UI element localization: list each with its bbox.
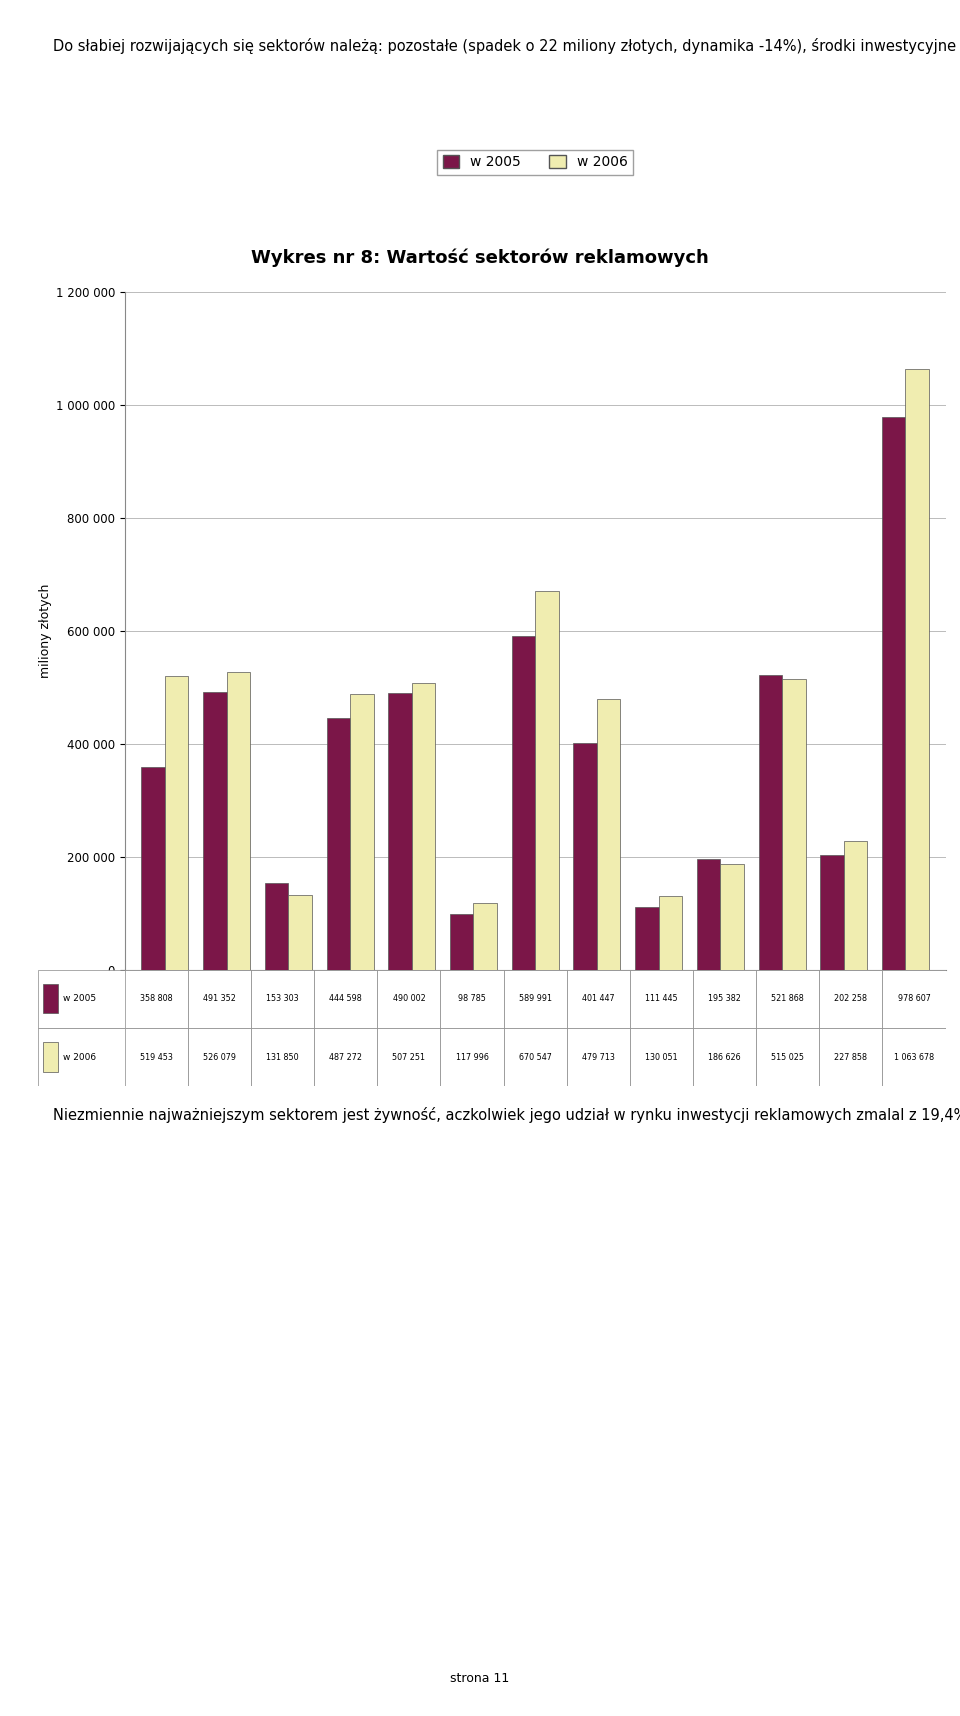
Text: Wykres nr 8: Wartość sektorów reklamowych: Wykres nr 8: Wartość sektorów reklamowyc… xyxy=(252,249,708,266)
Bar xyxy=(882,970,946,1028)
Bar xyxy=(758,674,782,970)
Bar xyxy=(782,678,805,970)
Text: 487 272: 487 272 xyxy=(329,1052,362,1062)
Bar xyxy=(314,970,377,1028)
Text: 186 626: 186 626 xyxy=(708,1052,741,1062)
Bar xyxy=(720,865,744,970)
Bar xyxy=(819,1028,882,1086)
Text: 589 991: 589 991 xyxy=(518,994,552,1004)
Bar xyxy=(630,970,693,1028)
Text: w 2005: w 2005 xyxy=(62,994,96,1004)
Bar xyxy=(38,1028,125,1086)
Bar xyxy=(227,673,250,970)
Bar xyxy=(566,1028,630,1086)
Bar xyxy=(42,1043,59,1071)
Text: 521 868: 521 868 xyxy=(772,994,804,1004)
Bar xyxy=(597,698,620,970)
Text: 978 607: 978 607 xyxy=(898,994,930,1004)
Bar xyxy=(473,903,497,970)
Bar xyxy=(377,1028,441,1086)
Bar xyxy=(326,719,350,970)
Bar xyxy=(165,676,188,970)
Bar xyxy=(125,1028,188,1086)
Bar xyxy=(659,896,682,970)
Text: 130 051: 130 051 xyxy=(645,1052,678,1062)
Bar xyxy=(630,1028,693,1086)
Bar xyxy=(388,693,412,970)
Bar xyxy=(252,970,314,1028)
Text: 195 382: 195 382 xyxy=(708,994,741,1004)
Text: 202 258: 202 258 xyxy=(834,994,868,1004)
Bar xyxy=(535,590,559,970)
Text: 98 785: 98 785 xyxy=(458,994,486,1004)
Bar xyxy=(882,417,905,970)
Bar xyxy=(756,970,819,1028)
Text: 1 063 678: 1 063 678 xyxy=(894,1052,934,1062)
Bar xyxy=(573,743,597,970)
Text: w 2006: w 2006 xyxy=(62,1052,96,1062)
Bar xyxy=(412,683,435,970)
Bar xyxy=(204,692,227,970)
Bar xyxy=(441,970,504,1028)
Text: 491 352: 491 352 xyxy=(204,994,236,1004)
Bar xyxy=(882,1028,946,1086)
Text: 519 453: 519 453 xyxy=(140,1052,173,1062)
Bar xyxy=(512,637,535,970)
Legend: w 2005, w 2006: w 2005, w 2006 xyxy=(437,149,634,175)
Bar xyxy=(350,695,373,970)
Text: Do słabiej rozwijających się sektorów należą: pozostałe (spadek o 22 miliony zło: Do słabiej rozwijających się sektorów na… xyxy=(53,38,960,53)
Text: 401 447: 401 447 xyxy=(582,994,614,1004)
Y-axis label: miliony złotych: miliony złotych xyxy=(38,583,52,678)
Text: 515 025: 515 025 xyxy=(771,1052,804,1062)
Text: 670 547: 670 547 xyxy=(518,1052,552,1062)
Bar xyxy=(504,970,566,1028)
Bar xyxy=(820,855,844,970)
Text: 479 713: 479 713 xyxy=(582,1052,614,1062)
Text: 227 858: 227 858 xyxy=(834,1052,868,1062)
Text: 131 850: 131 850 xyxy=(266,1052,299,1062)
Text: strona 11: strona 11 xyxy=(450,1671,510,1685)
Bar xyxy=(141,767,165,970)
Bar xyxy=(844,841,867,970)
Bar xyxy=(905,369,929,970)
Bar xyxy=(693,970,756,1028)
Bar xyxy=(252,1028,314,1086)
Bar xyxy=(288,896,312,970)
Text: 153 303: 153 303 xyxy=(266,994,299,1004)
Bar xyxy=(125,970,188,1028)
Text: 358 808: 358 808 xyxy=(140,994,173,1004)
Bar xyxy=(42,985,59,1012)
Bar xyxy=(38,970,125,1028)
Bar xyxy=(377,970,441,1028)
Text: 444 598: 444 598 xyxy=(329,994,362,1004)
Bar xyxy=(188,970,252,1028)
Bar xyxy=(450,913,473,970)
Bar xyxy=(566,970,630,1028)
Text: 111 445: 111 445 xyxy=(645,994,678,1004)
Text: 507 251: 507 251 xyxy=(393,1052,425,1062)
Bar xyxy=(265,884,288,970)
Bar xyxy=(441,1028,504,1086)
Text: 526 079: 526 079 xyxy=(203,1052,236,1062)
Text: Niezmiennie najważniejszym sektorem jest żywność, aczkolwiek jego udział w rynku: Niezmiennie najważniejszym sektorem jest… xyxy=(53,1107,960,1122)
Bar xyxy=(504,1028,566,1086)
Bar xyxy=(697,860,720,970)
Text: 490 002: 490 002 xyxy=(393,994,425,1004)
Bar xyxy=(756,1028,819,1086)
Bar xyxy=(314,1028,377,1086)
Text: 117 996: 117 996 xyxy=(456,1052,489,1062)
Bar xyxy=(693,1028,756,1086)
Bar xyxy=(819,970,882,1028)
Bar xyxy=(636,906,659,970)
Bar xyxy=(188,1028,252,1086)
